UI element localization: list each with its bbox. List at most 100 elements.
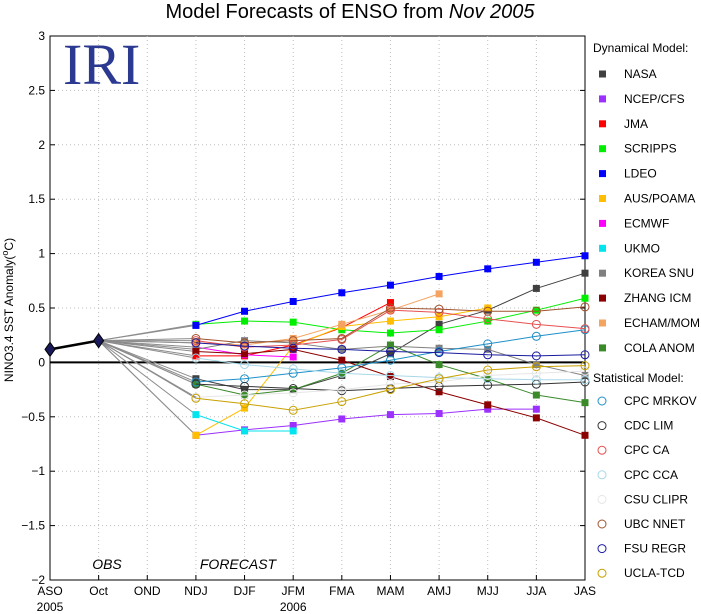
data-point [192,432,199,439]
legend-header-dynamical: Dynamical Model: [593,41,688,55]
x-tick-label: DJF [234,584,256,598]
legend: Dynamical Model: Statistical Model: NASA… [593,41,700,580]
legend-label: ECMWF [624,216,669,230]
legend-label: ZHANG ICM [624,291,691,305]
data-point [533,285,540,292]
data-point [533,414,540,421]
data-point [192,322,199,329]
x-tick-label: JFM [282,584,305,598]
x-tick-label: MAM [376,584,404,598]
data-point [484,401,491,408]
legend-label: CPC CA [624,443,669,457]
fan-line [99,341,196,436]
data-point [484,265,491,272]
legend-marker [599,320,606,327]
y-tick-label: −1.5 [21,519,45,533]
legend-marker [598,495,606,503]
data-point [290,353,297,360]
data-point [338,357,345,364]
legend-marker [599,295,606,302]
y-tick-label: 2 [38,138,45,152]
y-tick-label: 1.5 [28,192,45,206]
plot-area: −2 −1.5 −1 −0.5 0 0.5 1 1.5 2 2.5 3 ASO Oct OND NDJ DJF… [21,29,596,614]
legend-marker [599,170,606,177]
y-tick-label: 3 [38,29,45,43]
data-point [436,410,443,417]
legend-marker [599,71,606,78]
x-tick-label: JAS [574,584,596,598]
legend-label: UKMO [624,241,660,255]
legend-marker [599,245,606,252]
data-point [338,415,345,422]
data-point [192,411,199,418]
legend-label: ECHAM/MOM [624,316,700,330]
observed-line [50,341,99,350]
y-tick-label: −1 [31,464,45,478]
series-line [196,294,439,345]
legend-label: CSU CLIPR [624,492,688,506]
data-point [533,259,540,266]
x-tick-label: MJJ [477,584,499,598]
data-point [241,308,248,315]
legend-marker [598,446,606,454]
iri-logo: IRI [63,32,140,97]
y-tick-label: 0.5 [28,301,45,315]
x-tick-label: Oct [89,584,108,598]
data-point [290,298,297,305]
data-point [582,252,589,259]
x-tick-label: ASO [37,584,62,598]
data-point [436,361,443,368]
legend-marker [599,145,606,152]
y-tick-label: 2.5 [28,83,45,97]
legend-label: JMA [624,117,648,131]
data-point [582,295,589,302]
legend-marker [598,471,606,479]
data-point [582,270,589,277]
y-tick-label: 1 [38,247,45,261]
x-tick-label: AMJ [427,584,451,598]
legend-label: COLA ANOM [624,341,695,355]
enso-forecast-chart: Model Forecasts of ENSO from Nov 2005 NI… [0,0,701,614]
data-point [290,319,297,326]
observed-point [94,334,104,348]
y-tick-label: 0 [38,355,45,369]
legend-marker [598,422,606,430]
data-point [436,273,443,280]
legend-marker [599,344,606,351]
data-point [241,318,248,325]
year-label: 2006 [280,600,307,614]
legend-marker [598,520,606,528]
data-point [387,330,394,337]
data-point [338,321,345,328]
data-point [436,290,443,297]
data-point [338,289,345,296]
data-point [533,392,540,399]
legend-marker [598,545,606,553]
legend-label: UBC NNET [624,517,686,531]
y-tick-label: −0.5 [21,410,45,424]
legend-label: AUS/POAMA [624,192,695,206]
data-point [582,399,589,406]
observed-point [45,342,55,356]
legend-marker [599,195,606,202]
legend-marker [599,120,606,127]
data-point [582,432,589,439]
legend-label: UCLA-TCD [624,566,685,580]
data-point [387,282,394,289]
y-axis-label: NINO3.4 SST Anomaly(oC) [0,238,16,382]
legend-label: LDEO [624,167,657,181]
legend-label: SCRIPPS [624,142,677,156]
legend-label: CDC LIM [624,419,673,433]
data-point [533,406,540,413]
series-line [196,256,585,326]
data-point [241,427,248,434]
year-label: 2005 [37,600,64,614]
legend-label: NCEP/CFS [624,92,685,106]
x-tick-label: NDJ [184,584,207,598]
chart-title: Model Forecasts of ENSO from Nov 2005 [165,1,535,23]
data-point [436,326,443,333]
legend-label: CPC MRKOV [624,394,697,408]
data-point [387,318,394,325]
legend-marker [599,95,606,102]
obs-annotation: OBS [92,556,122,572]
